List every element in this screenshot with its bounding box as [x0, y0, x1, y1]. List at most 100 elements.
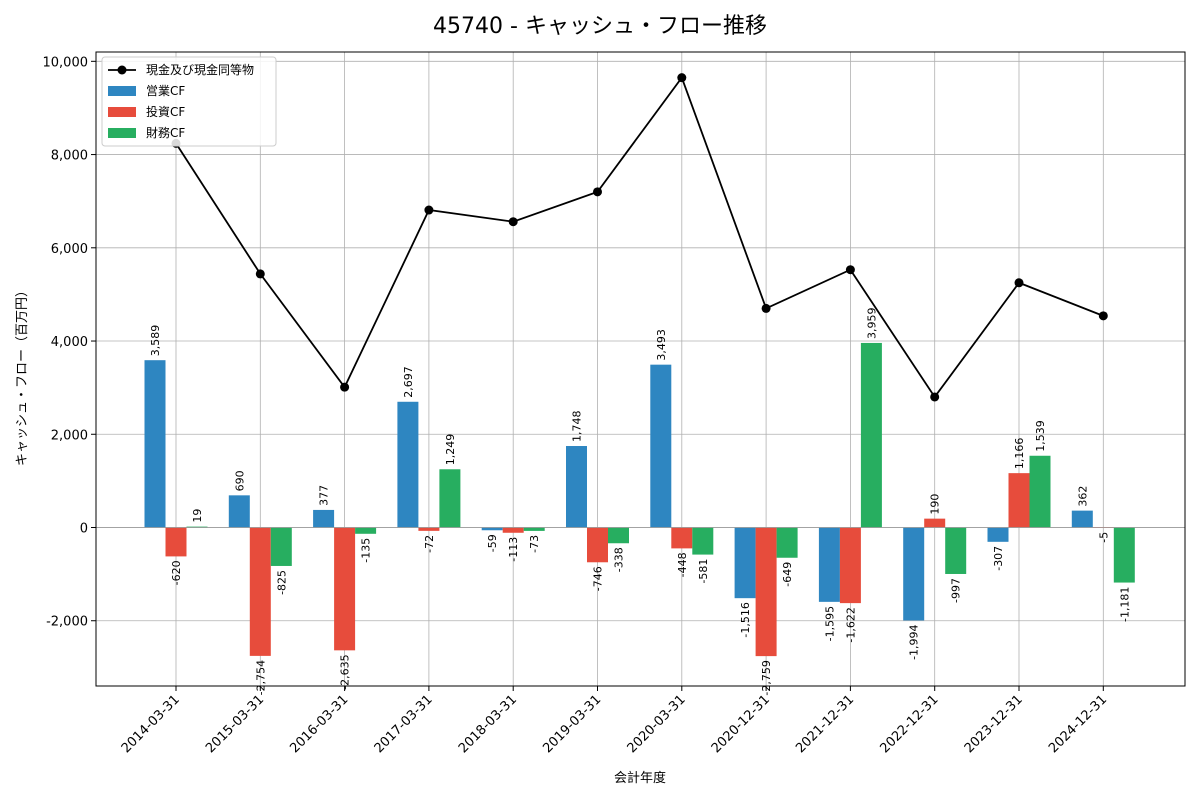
bar-operating [987, 527, 1009, 542]
bar-investing [671, 527, 693, 549]
bar-operating [228, 495, 250, 528]
y-axis-ticks: -2,000 0 2,000 4,000 6,000 8,000 10,000 [43, 55, 96, 630]
data-label: -59 [486, 534, 499, 552]
legend-swatch [108, 107, 136, 117]
y-tick-label: -2,000 [46, 615, 88, 630]
data-label: -620 [170, 560, 183, 585]
bar-financing [270, 527, 292, 566]
data-label: -135 [360, 538, 373, 563]
data-label: 1,249 [444, 434, 457, 466]
x-tick-label: 2021-12-31 [793, 692, 857, 756]
data-label: 19 [191, 509, 204, 523]
bar-investing [924, 518, 946, 528]
bar-financing [945, 527, 967, 574]
cash-balance-point [1014, 278, 1024, 288]
data-label: -1,595 [823, 606, 836, 641]
data-label: 3,493 [655, 329, 668, 361]
x-tick-label: 2015-03-31 [203, 692, 267, 756]
cash-balance-point [761, 303, 771, 313]
data-label: 3,959 [865, 307, 878, 339]
data-label: 190 [929, 494, 942, 515]
bar-financing [776, 527, 798, 558]
data-label: -746 [592, 566, 605, 591]
cash-balance-point [424, 205, 434, 215]
bar-operating [144, 360, 166, 528]
cash-balance-point [255, 269, 265, 279]
data-label: 377 [318, 485, 331, 506]
x-tick-label: 2014-03-31 [119, 692, 183, 756]
y-tick-label: 6,000 [51, 242, 88, 257]
bar-investing [1008, 473, 1030, 528]
legend-label: 現金及び現金同等物 [146, 62, 254, 77]
data-label: -1,622 [844, 607, 857, 642]
plot-frame [95, 51, 1186, 687]
bar-financing [1113, 527, 1135, 583]
bar-operating [734, 527, 756, 599]
data-label: -448 [676, 552, 689, 577]
bar-financing [608, 527, 629, 544]
data-label: -825 [275, 570, 288, 595]
bar-investing [334, 527, 356, 651]
bar-investing [587, 527, 608, 563]
bar-series [144, 342, 1135, 657]
legend-label: 投資CF [146, 104, 185, 119]
bar-investing [418, 527, 440, 531]
data-label: -5 [1097, 532, 1110, 543]
bar-operating [566, 446, 587, 528]
data-label: -1,181 [1118, 587, 1131, 622]
data-label: -113 [507, 537, 520, 562]
data-label: -1,994 [908, 624, 921, 659]
data-label: -1,516 [739, 602, 752, 637]
cash-balance-point [508, 217, 518, 227]
line-series [171, 73, 1108, 402]
cash-balance-point [593, 187, 602, 197]
cash-balance-point [845, 265, 855, 275]
bar-investing [755, 527, 777, 657]
bar-operating [313, 509, 335, 528]
x-tick-label: 2022-12-31 [877, 692, 941, 756]
x-tick-label: 2019-03-31 [540, 692, 604, 756]
bar-financing [355, 527, 377, 534]
data-label: 1,539 [1034, 420, 1047, 452]
bar-financing [439, 469, 461, 528]
x-tick-label: 2017-03-31 [372, 692, 436, 756]
legend-line-point [117, 65, 127, 75]
x-tick-label: 2024-12-31 [1046, 692, 1110, 756]
data-label: -307 [992, 546, 1005, 571]
bar-financing [523, 527, 545, 531]
grid-lines [96, 52, 1185, 686]
bar-operating [481, 527, 503, 531]
data-label: -2,759 [760, 660, 773, 695]
data-label: -72 [423, 535, 436, 553]
bar-investing [165, 527, 187, 557]
bar-financing [860, 342, 882, 528]
cash-balance-point [340, 382, 350, 392]
data-label: 1,166 [1013, 438, 1026, 470]
y-tick-label: 0 [80, 522, 88, 537]
data-label: -338 [613, 547, 626, 572]
data-label: 2,697 [402, 366, 415, 398]
y-tick-label: 10,000 [43, 55, 89, 70]
cash-balance-point [1098, 311, 1108, 321]
bar-financing [692, 527, 714, 555]
legend-box [101, 56, 277, 147]
legend-label: 営業CF [146, 84, 185, 98]
x-tick-label: 2016-03-31 [287, 692, 351, 756]
bar-operating [397, 401, 419, 528]
cash-balance-point [930, 392, 940, 402]
cash-balance-point [677, 73, 687, 83]
data-labels: 3,589 690 377 2,697 -59 1,748 3,493 -1,516 -1,59… [149, 307, 1131, 695]
legend-label: 財務CF [146, 125, 185, 140]
bar-investing [249, 527, 271, 656]
y-axis-label: キャッシュ・フロー（百万円） [15, 284, 30, 466]
data-label: -73 [528, 535, 541, 553]
data-label: 3,589 [149, 325, 162, 357]
legend-swatch [108, 86, 136, 96]
data-label: -997 [950, 578, 963, 603]
x-axis-label: 会計年度 [614, 770, 666, 786]
bar-operating [650, 364, 672, 528]
data-label: -581 [697, 559, 710, 584]
data-label: 690 [233, 470, 246, 491]
